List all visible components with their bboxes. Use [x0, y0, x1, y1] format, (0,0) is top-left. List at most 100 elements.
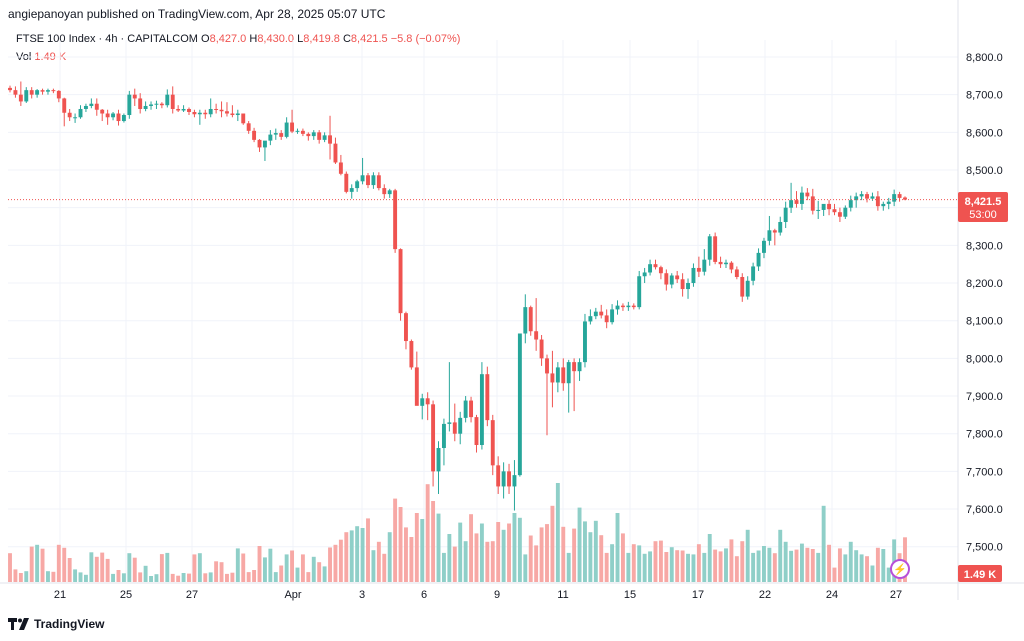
volume-bar: [306, 572, 311, 582]
volume-bar: [149, 576, 153, 582]
y-tick-label: 8,800.0: [966, 52, 1003, 64]
candle-body: [143, 105, 148, 109]
candle-body: [897, 194, 902, 198]
candle-body: [767, 230, 772, 241]
candle-body: [816, 209, 821, 211]
volume-bar: [859, 554, 864, 582]
volume-bar: [225, 573, 229, 582]
candle-body: [837, 212, 842, 217]
open-label: O: [201, 33, 210, 45]
publish-info: angiepanoyan published on TradingView.co…: [8, 7, 386, 21]
x-axis[interactable]: 21 25 27 Apr 3 6 9 11 15 17 22 24 27: [54, 589, 902, 601]
volume-bar: [751, 552, 756, 582]
y-tick-label: 8,700.0: [966, 90, 1003, 102]
volume-bar: [322, 566, 327, 582]
candle-body: [436, 448, 441, 472]
footer-brand[interactable]: TradingView: [8, 617, 104, 631]
volume-bar: [550, 505, 555, 582]
volume-bar: [653, 541, 658, 582]
volume-bar: [51, 571, 56, 582]
y-tick-label: 8,500.0: [966, 165, 1003, 177]
candle-body: [561, 367, 566, 384]
volume-bar: [854, 550, 859, 582]
volume-bar: [241, 553, 246, 582]
candle-body: [789, 200, 794, 208]
candle-body: [593, 311, 598, 317]
volume-bar: [46, 571, 50, 582]
grid-lines: [8, 40, 958, 582]
candle-body: [734, 269, 739, 277]
candle-body: [73, 117, 78, 119]
x-tick-label: 17: [692, 589, 704, 601]
candle-body: [317, 132, 322, 140]
volume-bar: [355, 526, 360, 582]
volume-bar: [328, 547, 332, 582]
volume-bar: [409, 537, 414, 582]
candle-body: [35, 90, 40, 95]
volume-bar: [485, 541, 490, 582]
candle-body: [111, 113, 116, 118]
volume-bar: [176, 575, 181, 582]
candle-body: [29, 90, 34, 95]
volume-bar: [718, 551, 723, 582]
volume-bar: [696, 544, 701, 582]
symbol-label[interactable]: FTSE 100 Index · 4h · CAPITALCOM: [16, 33, 198, 45]
candle-body: [903, 197, 907, 200]
candle-body: [610, 309, 615, 323]
candle-body: [555, 367, 560, 383]
candle-body: [262, 140, 267, 148]
volume-bar: [89, 552, 94, 582]
volume-bar: [393, 498, 398, 582]
y-tick-label: 7,700.0: [966, 466, 1003, 478]
volume-bar: [593, 520, 598, 582]
y-tick-label: 8,100.0: [966, 316, 1003, 328]
volume-bar: [837, 548, 842, 582]
candle-body: [404, 313, 408, 342]
x-tick-label: 21: [54, 589, 66, 601]
volume-bar: [360, 528, 365, 582]
candle-body: [658, 267, 663, 274]
volume-bar: [772, 553, 777, 582]
volume-bar: [740, 541, 745, 582]
volume-bar: [235, 548, 240, 582]
volume-bar: [669, 547, 674, 582]
candle-body: [539, 339, 544, 359]
candle-body: [333, 143, 338, 163]
y-tick-label: 7,900.0: [966, 391, 1003, 403]
volume-bar: [534, 545, 539, 582]
volume-bar: [441, 552, 446, 582]
candle-body: [176, 108, 181, 111]
candle-body: [56, 90, 61, 99]
volume-bar: [366, 518, 370, 582]
volume-bar: [62, 547, 67, 582]
candle-body: [479, 374, 484, 446]
volume-bar: [127, 553, 132, 582]
candle-body: [225, 111, 229, 114]
low-label: L: [297, 33, 304, 45]
volume-bar: [479, 523, 484, 582]
volume-bar: [387, 532, 392, 582]
candle-body: [452, 422, 457, 434]
candle-body: [599, 311, 604, 316]
volume-bar: [713, 549, 718, 582]
candle-body: [67, 112, 72, 118]
candle-body: [583, 321, 587, 363]
volume-bar: [24, 571, 29, 582]
lightning-icon[interactable]: ⚡: [890, 559, 910, 579]
candle-body: [284, 122, 289, 137]
volume-bar: [143, 565, 148, 582]
volume-bar: [680, 550, 685, 582]
volume-bar: [848, 541, 853, 582]
volume-bar: [691, 554, 696, 582]
volume-bar: [724, 548, 728, 582]
candle-body: [507, 471, 511, 487]
candle-body: [328, 135, 332, 144]
candle-body: [159, 103, 164, 106]
y-tick-label: 8,000.0: [966, 353, 1003, 365]
y-axis[interactable]: 8,800.08,700.08,600.08,500.08,400.08,300…: [0, 0, 1024, 600]
candle-body: [463, 400, 468, 418]
volume-bar: [545, 524, 549, 582]
volume-bar: [300, 554, 305, 582]
volume-bar: [208, 572, 213, 582]
